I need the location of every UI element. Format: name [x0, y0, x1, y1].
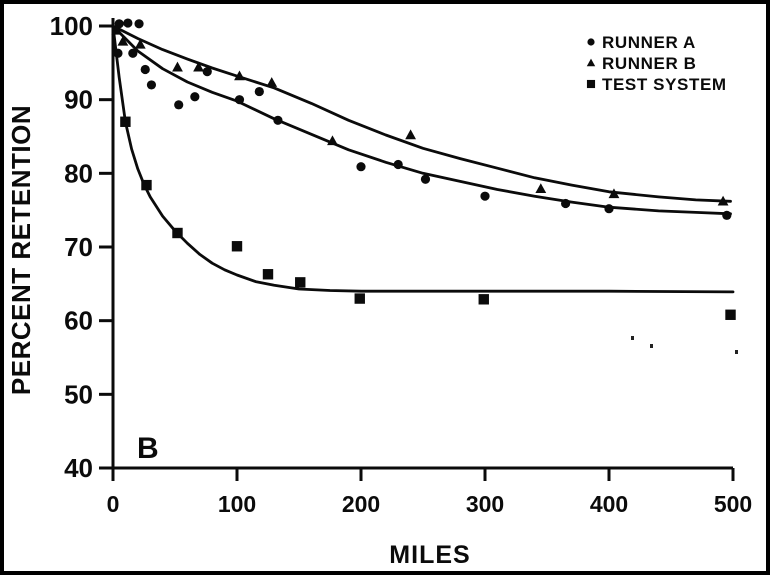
data-point-circle [393, 159, 403, 170]
data-point-circle [174, 100, 184, 110]
square-marker-icon [586, 79, 596, 89]
data-point-triangle [172, 61, 183, 72]
data-point-triangle [535, 183, 547, 194]
data-point-square [231, 241, 243, 252]
series-runner-a [113, 18, 732, 220]
panel-label: B [137, 432, 159, 465]
scan-speck [735, 350, 738, 354]
scan-speck [650, 344, 653, 348]
legend-label: TEST SYSTEM [602, 75, 727, 94]
data-point-circle [140, 64, 150, 75]
data-point-triangle [234, 70, 245, 81]
legend: RUNNER A RUNNER B TEST SYSTEM [586, 33, 727, 94]
data-point-triangle [586, 58, 596, 67]
data-point-circle [480, 191, 490, 201]
series-test-system [120, 116, 736, 320]
data-point-triangle [608, 188, 620, 199]
data-point-triangle [405, 129, 416, 140]
data-point-circle [587, 38, 595, 46]
y-tick-label: 100 [50, 11, 93, 41]
x-tick-label: 500 [714, 491, 752, 517]
legend-item-runner-b: RUNNER B [586, 54, 697, 73]
data-point-square [586, 79, 596, 89]
data-point-square [725, 309, 736, 320]
data-point-circle [123, 18, 133, 28]
x-tick-label: 0 [107, 491, 120, 517]
tick-layer: 0 100 200 300 400 500 100 90 80 70 60 50 40 [50, 11, 753, 517]
data-point-triangle [327, 135, 338, 146]
data-point-triangle [134, 38, 146, 49]
triangle-marker-icon [586, 58, 596, 67]
data-point-triangle [111, 24, 123, 35]
data-point-square [120, 116, 131, 127]
y-axis-title: PERCENT RETENTION [6, 105, 36, 395]
x-tick-label: 300 [466, 491, 504, 517]
y-tick-label: 50 [64, 379, 93, 409]
data-point-square [478, 294, 489, 305]
legend-item-runner-a: RUNNER A [587, 33, 695, 52]
y-tick-label: 40 [64, 453, 93, 483]
legend-item-test-system: TEST SYSTEM [586, 75, 727, 94]
data-point-square [354, 293, 365, 304]
data-point-square [172, 227, 183, 239]
y-tick-label: 80 [64, 158, 93, 188]
data-point-layer [111, 18, 736, 320]
y-tick-label: 70 [64, 232, 93, 262]
x-tick-label: 100 [218, 491, 256, 517]
y-tick-label: 90 [64, 85, 93, 115]
axes [111, 18, 733, 480]
data-point-circle [113, 48, 123, 58]
data-point-circle [146, 80, 157, 90]
series-runner-b [111, 24, 729, 206]
legend-label: RUNNER A [602, 33, 696, 52]
data-point-triangle [266, 77, 278, 87]
data-point-triangle [717, 195, 729, 206]
data-point-circle [254, 86, 264, 97]
data-point-square [141, 179, 152, 191]
data-point-circle [202, 67, 212, 77]
data-point-circle [273, 115, 283, 125]
fit-curve-runner-b [111, 24, 732, 203]
data-point-circle [420, 174, 431, 184]
data-point-circle [128, 48, 138, 58]
data-point-circle [190, 92, 200, 102]
data-point-square [262, 269, 274, 280]
fit-curve-test-system [111, 24, 735, 294]
x-tick-label: 400 [590, 491, 628, 517]
data-point-triangle [117, 35, 129, 46]
circle-marker-icon [587, 38, 595, 46]
legend-label: RUNNER B [602, 54, 697, 73]
x-axis-title: MILES [389, 541, 470, 569]
data-point-circle [604, 204, 614, 214]
data-point-square [295, 277, 306, 288]
scan-artifact-layer [631, 336, 738, 354]
data-point-circle [234, 95, 245, 105]
data-point-circle [722, 210, 732, 220]
data-point-circle [134, 19, 144, 29]
y-tick-label: 60 [64, 306, 93, 336]
data-point-circle [561, 198, 571, 209]
scan-speck [631, 336, 634, 340]
x-tick-label: 200 [342, 491, 380, 517]
data-point-circle [356, 162, 366, 172]
data-point-triangle [193, 61, 204, 72]
